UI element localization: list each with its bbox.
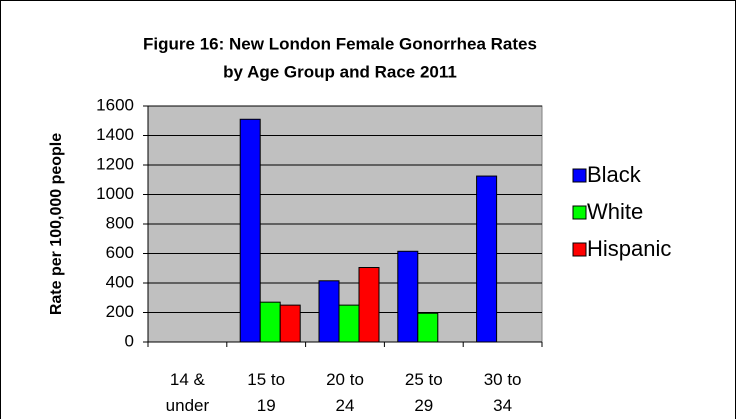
x-tick-label: 25 to 29 [405, 370, 443, 415]
bar [259, 301, 281, 343]
y-tick-label: 400 [106, 272, 134, 291]
bar [397, 250, 419, 343]
legend-swatch [572, 168, 587, 183]
bar [338, 304, 360, 343]
legend-label: Black [587, 162, 642, 187]
legend-swatch [572, 242, 587, 257]
x-tick-label: 15 to 19 [247, 370, 285, 415]
bar [358, 267, 380, 343]
y-tick-label: 1400 [96, 125, 134, 144]
y-tick-label: 800 [106, 213, 134, 232]
y-tick-label: 1200 [96, 154, 134, 173]
bar [476, 175, 498, 343]
y-tick-label: 0 [125, 331, 134, 350]
legend-label: White [587, 199, 643, 224]
bar [417, 312, 439, 343]
x-tick-label: 20 to 24 [326, 370, 364, 415]
y-tick-label: 200 [106, 302, 134, 321]
y-tick-label: 1600 [96, 95, 134, 114]
bar [279, 304, 301, 343]
y-axis-label: Rate per 100,000 people [48, 133, 65, 315]
x-tick-label: 14 & under [166, 370, 210, 415]
bar [318, 280, 340, 343]
chart-title: by Age Group and Race 2011 [223, 62, 457, 81]
legend-swatch [572, 205, 587, 220]
chart-title: Figure 16: New London Female Gonorrhea R… [143, 34, 537, 53]
bar [239, 118, 261, 343]
legend-label: Hispanic [587, 236, 671, 261]
y-tick-label: 600 [106, 243, 134, 262]
x-tick-label: 30 to 34 [484, 370, 522, 415]
y-tick-label: 1000 [96, 184, 134, 203]
